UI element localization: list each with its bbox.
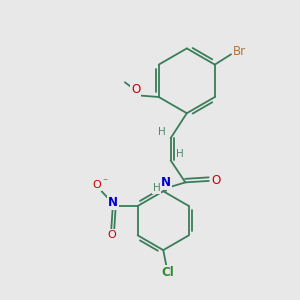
Text: ⁻: ⁻	[102, 177, 107, 188]
Text: O: O	[131, 83, 140, 96]
Text: O: O	[93, 180, 101, 190]
Text: N: N	[161, 176, 171, 190]
Text: O: O	[212, 174, 221, 188]
Text: H: H	[158, 127, 166, 137]
Text: Br: Br	[233, 45, 246, 58]
Text: O: O	[107, 230, 116, 240]
Text: N: N	[108, 196, 118, 208]
Text: H: H	[153, 183, 160, 193]
Text: Cl: Cl	[161, 266, 174, 279]
Text: H: H	[176, 149, 183, 159]
